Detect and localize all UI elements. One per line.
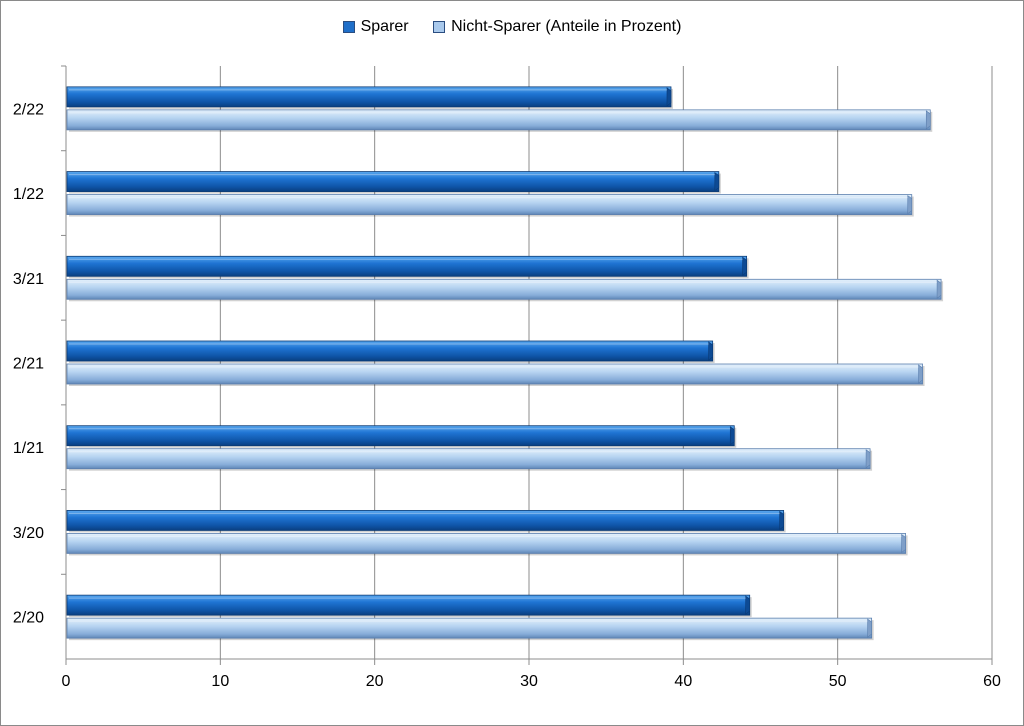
x-tick-label-0: 0 xyxy=(62,673,71,690)
y-tick-label-2-20: 2/20 xyxy=(13,610,44,627)
bar-sparer-1-21 xyxy=(66,425,737,448)
y-tick-label-2-21: 2/21 xyxy=(13,356,44,373)
bar-nicht-sparer-2-21 xyxy=(66,363,925,386)
bar-sparer-2-20 xyxy=(66,594,752,618)
bar-end-cap xyxy=(867,618,872,638)
y-tick-label-3-21: 3/21 xyxy=(13,271,44,288)
bar-sparer-2-21 xyxy=(66,340,715,363)
x-tick-label-50: 50 xyxy=(829,673,847,690)
x-tick-label-10: 10 xyxy=(211,673,229,690)
x-tick-label-60: 60 xyxy=(983,673,1001,690)
x-tick-label-20: 20 xyxy=(366,673,384,690)
bar-end-cap xyxy=(918,364,923,384)
bar-sparer-2-22 xyxy=(66,86,673,109)
y-tick-label-2-22: 2/22 xyxy=(13,101,44,118)
bar-nicht-sparer-2-20 xyxy=(66,617,874,641)
bar-end-cap xyxy=(742,256,747,276)
bar-sparer-3-21 xyxy=(66,255,749,279)
bar-nicht-sparer-2-22 xyxy=(66,109,933,132)
bar-end-cap xyxy=(714,171,720,192)
y-tick-label-3-20: 3/20 xyxy=(13,525,44,542)
bar-end-cap xyxy=(925,110,931,130)
legend-swatch-nicht-sparer xyxy=(433,21,446,33)
bar-end-cap xyxy=(865,449,871,469)
legend-label-nicht-sparer: Nicht-Sparer (Anteile in Prozent) xyxy=(451,18,682,35)
bar-sparer-1-22 xyxy=(66,171,721,194)
y-tick-label-1-21: 1/21 xyxy=(13,440,44,457)
bar-nicht-sparer-3-21 xyxy=(66,278,944,302)
x-tick-label-30: 30 xyxy=(520,673,538,690)
legend-item-sparer: Sparer xyxy=(342,18,409,36)
bar-nicht-sparer-1-21 xyxy=(66,448,873,471)
bar-nicht-sparer-1-22 xyxy=(66,194,914,217)
y-tick-label-1-22: 1/22 xyxy=(13,186,44,203)
x-tick-label-40: 40 xyxy=(674,673,692,690)
bar-end-cap xyxy=(708,341,713,361)
legend-label-sparer: Sparer xyxy=(360,18,409,35)
bar-end-cap xyxy=(729,426,735,446)
legend: Sparer Nicht-Sparer (Anteile in Prozent) xyxy=(0,18,1024,38)
bar-end-cap xyxy=(936,279,942,299)
bar-end-cap xyxy=(901,533,906,554)
bar-end-cap xyxy=(907,194,913,215)
legend-swatch-sparer xyxy=(342,21,355,33)
bar-sparer-3-20 xyxy=(66,510,786,533)
bar-end-cap xyxy=(666,87,672,107)
bar-end-cap xyxy=(779,510,784,531)
bar-end-cap xyxy=(745,595,750,615)
legend-item-nicht-sparer: Nicht-Sparer (Anteile in Prozent) xyxy=(433,18,681,36)
bar-nicht-sparer-3-20 xyxy=(66,533,908,556)
